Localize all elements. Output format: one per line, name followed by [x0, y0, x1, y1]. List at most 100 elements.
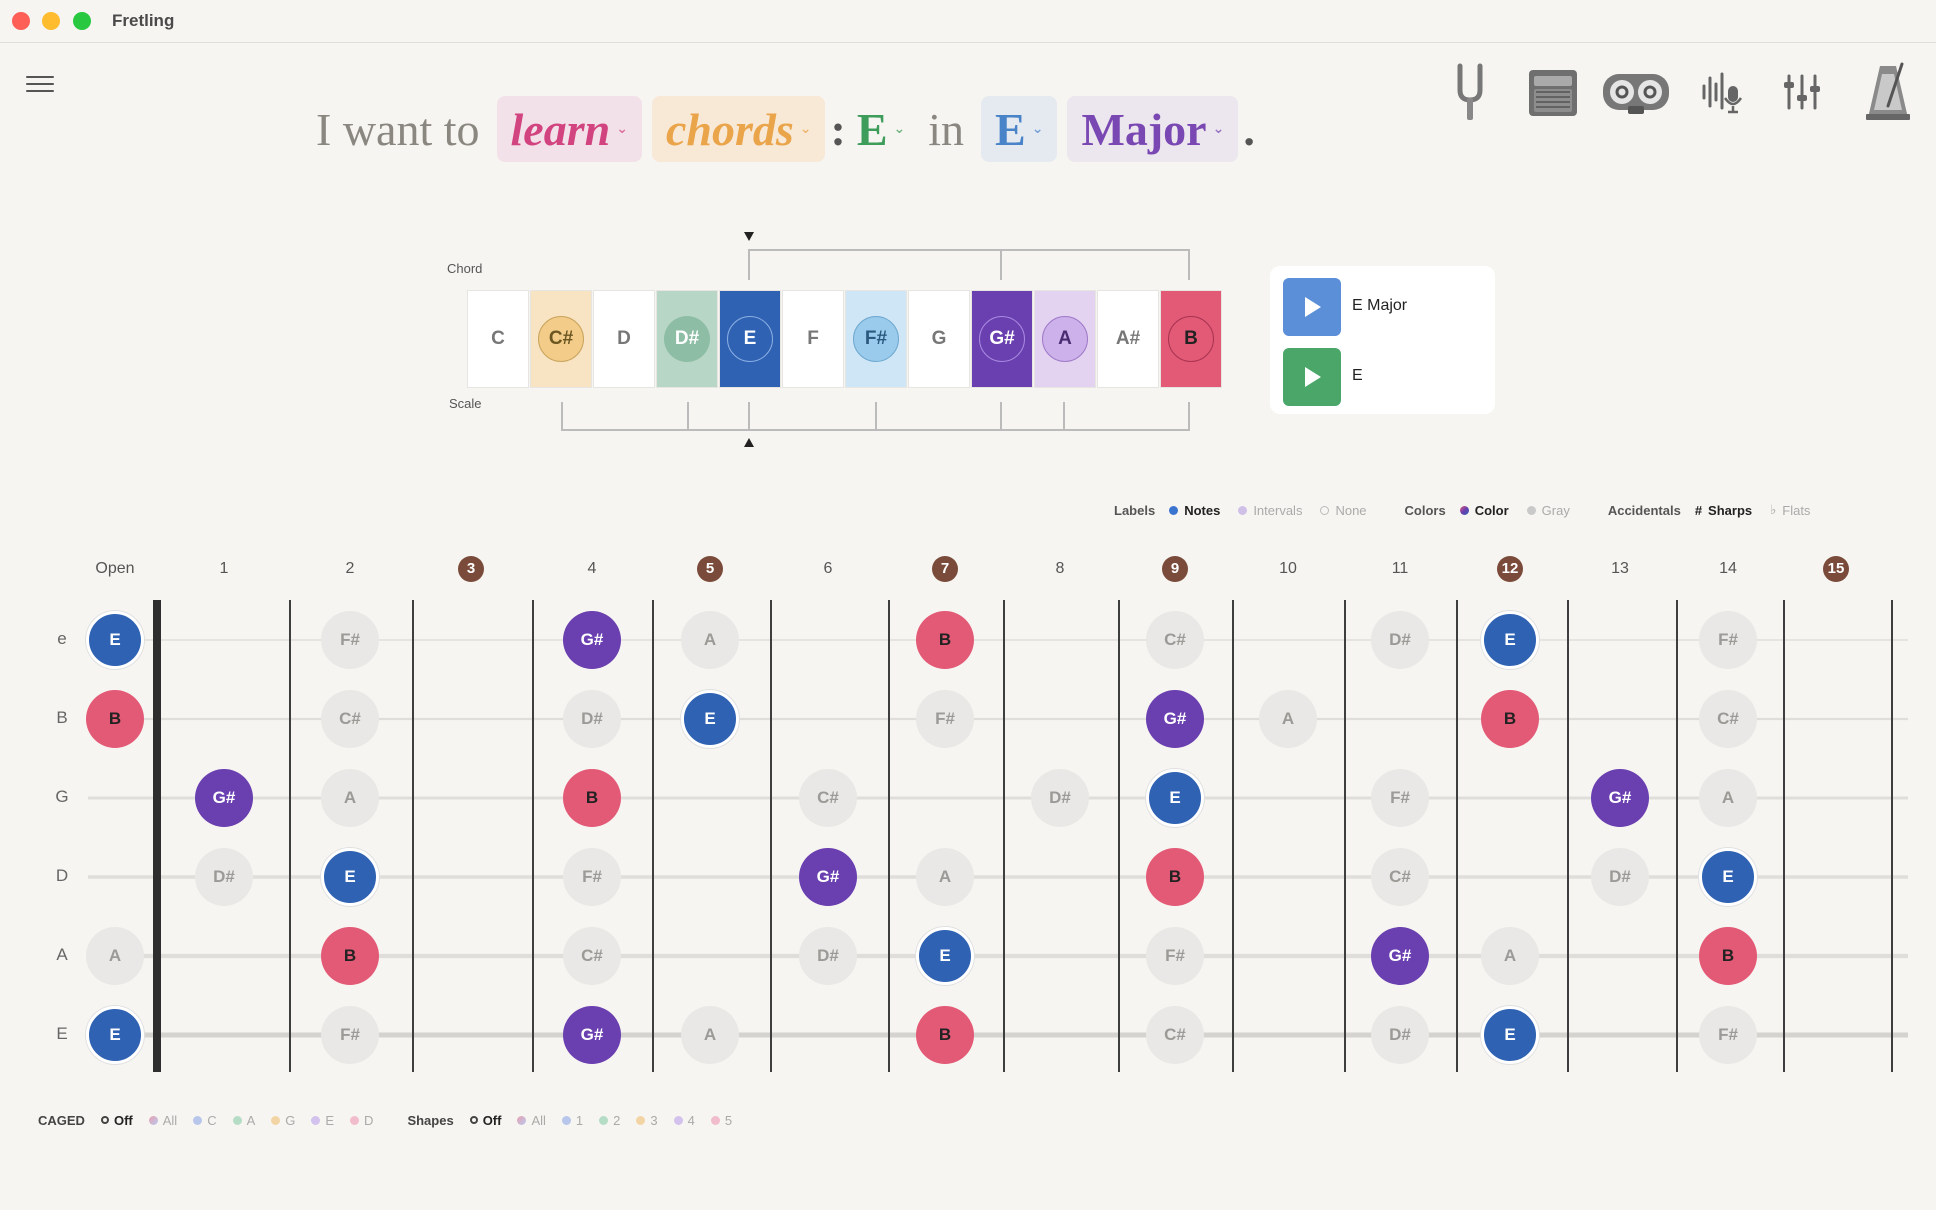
fret-note[interactable]: A	[321, 769, 379, 827]
fret-note[interactable]: E	[916, 927, 974, 985]
caged-d-option[interactable]: D	[350, 1113, 373, 1128]
accidentals-sharps-option[interactable]: # Sharps	[1695, 503, 1752, 518]
fret-note[interactable]: E	[1699, 848, 1757, 906]
fret-note[interactable]: C#	[1699, 690, 1757, 748]
shapes-2-option[interactable]: 2	[599, 1113, 620, 1128]
fret-note[interactable]: D#	[195, 848, 253, 906]
fret-note[interactable]: A	[681, 1006, 739, 1064]
fret-note[interactable]: F#	[321, 1006, 379, 1064]
fret-note[interactable]: E	[86, 1006, 144, 1064]
shapes-3-option[interactable]: 3	[636, 1113, 658, 1128]
shapes-all-option[interactable]: All	[517, 1113, 546, 1128]
amplifier-icon[interactable]	[1526, 62, 1580, 122]
fret-note[interactable]: B	[1699, 927, 1757, 985]
shapes-4-option[interactable]: 4	[673, 1113, 695, 1128]
labels-none-option[interactable]: None	[1320, 503, 1367, 518]
close-window-button[interactable]	[12, 12, 30, 30]
shapes-off-option[interactable]: Off	[469, 1113, 501, 1128]
fret-note[interactable]: G#	[195, 769, 253, 827]
fret-note[interactable]: G#	[563, 611, 621, 669]
caged-c-option[interactable]: C	[193, 1113, 217, 1128]
fret-note[interactable]: E	[1146, 769, 1204, 827]
fret-note[interactable]: F#	[321, 611, 379, 669]
fret-note[interactable]: G#	[563, 1006, 621, 1064]
fret-note[interactable]: A	[1259, 690, 1317, 748]
labels-notes-option[interactable]: Notes	[1169, 503, 1220, 518]
key-dropdown[interactable]: E ⌄	[981, 96, 1058, 162]
mixer-sliders-icon[interactable]	[1782, 62, 1822, 122]
fret-note[interactable]: B	[86, 690, 144, 748]
cassette-icon[interactable]	[1600, 62, 1672, 122]
note-cell-f-sharp[interactable]: F#	[845, 290, 907, 388]
fret-note[interactable]: A	[916, 848, 974, 906]
fret-note[interactable]: C#	[1146, 1006, 1204, 1064]
fret-note[interactable]: F#	[916, 690, 974, 748]
caged-off-option[interactable]: Off	[100, 1113, 133, 1128]
microphone-icon[interactable]	[1700, 62, 1746, 122]
fret-note[interactable]: B	[563, 769, 621, 827]
fret-note[interactable]: F#	[1699, 1006, 1757, 1064]
fret-note[interactable]: C#	[563, 927, 621, 985]
fret-note[interactable]: C#	[321, 690, 379, 748]
fret-note[interactable]: C#	[1146, 611, 1204, 669]
fret-note[interactable]: E	[321, 848, 379, 906]
fret-note[interactable]: B	[1146, 848, 1204, 906]
fret-note[interactable]: E	[681, 690, 739, 748]
fret-note[interactable]: D#	[563, 690, 621, 748]
note-cell-g-sharp[interactable]: G#	[971, 290, 1033, 388]
fret-note[interactable]: F#	[1371, 769, 1429, 827]
scale-dropdown[interactable]: Major ⌄	[1067, 96, 1239, 162]
menu-icon[interactable]	[26, 74, 54, 94]
fret-note[interactable]: B	[1481, 690, 1539, 748]
fret-note[interactable]: A	[1699, 769, 1757, 827]
fret-note[interactable]: E	[1481, 1006, 1539, 1064]
fret-note[interactable]: F#	[1699, 611, 1757, 669]
fret-note[interactable]: G#	[1371, 927, 1429, 985]
colors-gray-option[interactable]: Gray	[1526, 503, 1570, 518]
minimize-window-button[interactable]	[42, 12, 60, 30]
play-chord-button[interactable]	[1283, 278, 1341, 336]
tuning-fork-icon[interactable]	[1450, 62, 1490, 122]
fret-note[interactable]: D#	[799, 927, 857, 985]
fret-note[interactable]: G#	[1591, 769, 1649, 827]
note-cell-d-sharp[interactable]: D#	[656, 290, 718, 388]
fret-note[interactable]: B	[321, 927, 379, 985]
fret-note[interactable]: D#	[1031, 769, 1089, 827]
fret-note[interactable]: C#	[799, 769, 857, 827]
note-cell-a[interactable]: A	[1034, 290, 1096, 388]
note-cell-f[interactable]: F	[782, 290, 844, 388]
fret-note[interactable]: A	[86, 927, 144, 985]
shapes-1-option[interactable]: 1	[561, 1113, 583, 1128]
note-cell-d[interactable]: D	[593, 290, 655, 388]
fret-note[interactable]: C#	[1371, 848, 1429, 906]
fret-note[interactable]: G#	[1146, 690, 1204, 748]
fret-note[interactable]: F#	[1146, 927, 1204, 985]
fret-note[interactable]: D#	[1591, 848, 1649, 906]
note-cell-c-sharp[interactable]: C#	[530, 290, 592, 388]
topic-dropdown[interactable]: chords ⌄	[651, 96, 826, 162]
fret-note[interactable]: G#	[799, 848, 857, 906]
note-cell-c[interactable]: C	[467, 290, 529, 388]
fret-note[interactable]: A	[681, 611, 739, 669]
accidentals-flats-option[interactable]: ♭ Flats	[1770, 502, 1810, 518]
fret-note[interactable]: E	[1481, 611, 1539, 669]
caged-g-option[interactable]: G	[271, 1113, 295, 1128]
note-cell-a-sharp[interactable]: A#	[1097, 290, 1159, 388]
fret-note[interactable]: B	[916, 611, 974, 669]
fret-note[interactable]: F#	[563, 848, 621, 906]
fret-note[interactable]: A	[1481, 927, 1539, 985]
colors-color-option[interactable]: Color	[1459, 503, 1509, 518]
chord-root-dropdown[interactable]: E ⌄	[851, 96, 911, 162]
fret-note[interactable]: D#	[1371, 1006, 1429, 1064]
metronome-icon[interactable]	[1862, 62, 1914, 122]
note-cell-e[interactable]: E	[719, 290, 781, 388]
play-root-button[interactable]	[1283, 348, 1341, 406]
note-cell-g[interactable]: G	[908, 290, 970, 388]
note-cell-b[interactable]: B	[1160, 290, 1222, 388]
labels-intervals-option[interactable]: Intervals	[1238, 503, 1302, 518]
caged-all-option[interactable]: All	[148, 1113, 177, 1128]
caged-e-option[interactable]: E	[311, 1113, 334, 1128]
mode-dropdown[interactable]: learn ⌄	[496, 96, 642, 162]
zoom-window-button[interactable]	[73, 12, 91, 30]
fret-note[interactable]: E	[86, 611, 144, 669]
